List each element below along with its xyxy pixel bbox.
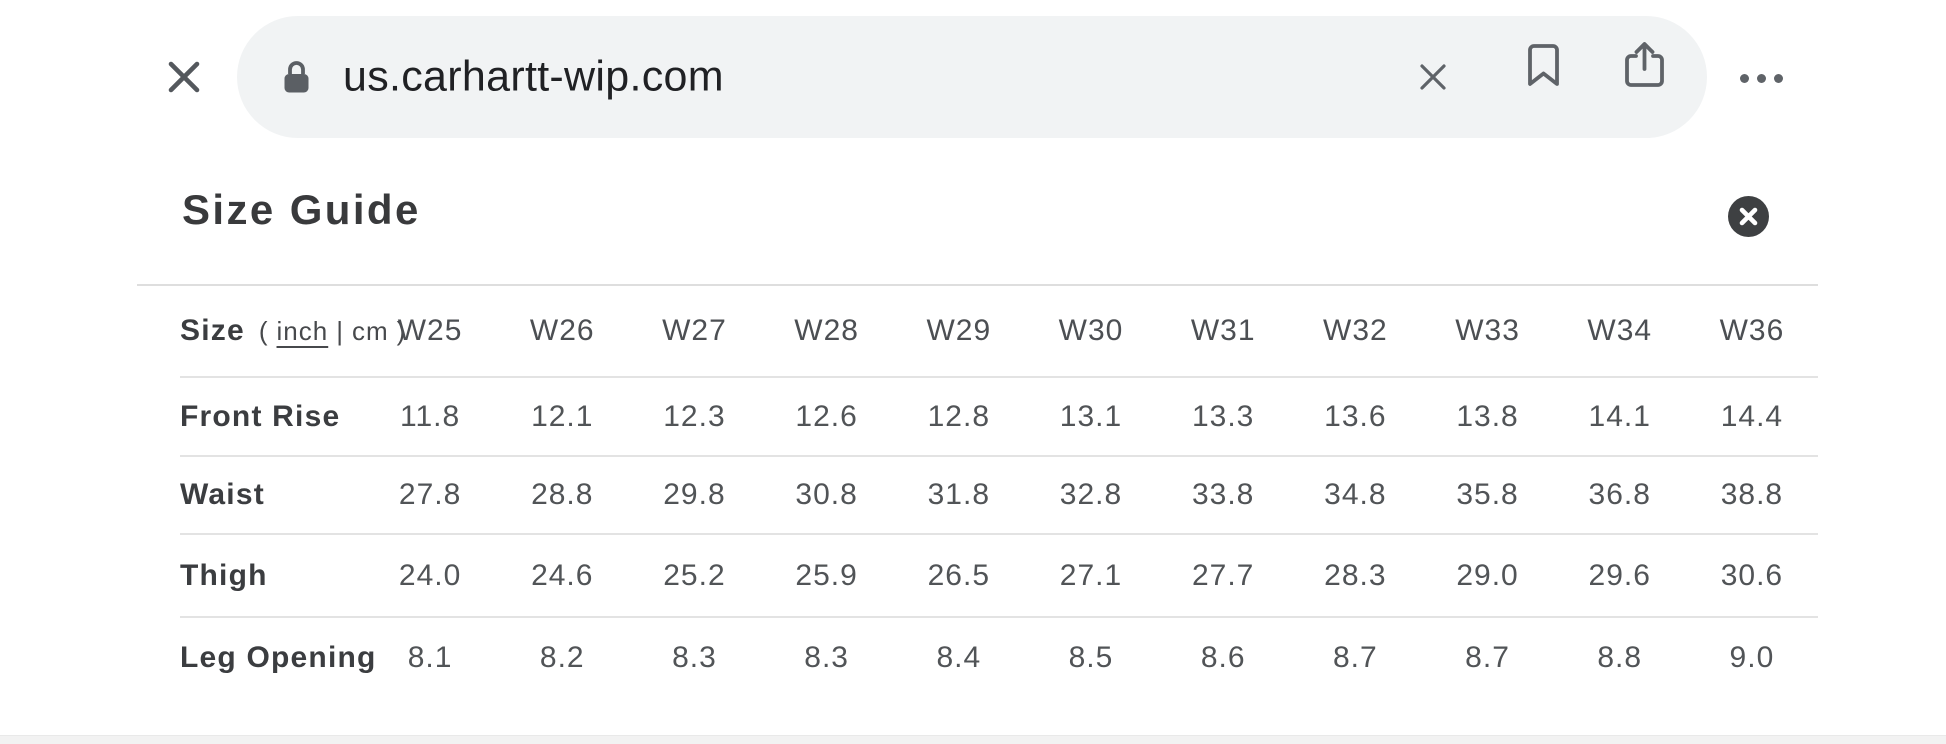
table-cell: 25.9 <box>795 558 858 592</box>
unit-toggle: (inch | cm) <box>255 316 410 347</box>
table-cell: 30.8 <box>795 478 858 511</box>
table-header-row: Size (inch | cm) W25 W26 W27 W28 W29 W30 W… <box>180 286 1818 378</box>
close-browser-button[interactable] <box>162 56 206 100</box>
column-header: W31 <box>1190 314 1256 347</box>
unit-cm-toggle[interactable]: cm <box>351 316 389 346</box>
table-cell: 31.8 <box>927 478 990 511</box>
table-cell: 29.8 <box>663 478 726 511</box>
table-cell: 12.8 <box>927 399 990 433</box>
lock-icon <box>283 60 310 94</box>
table-cell: 36.8 <box>1588 478 1651 511</box>
column-header: W33 <box>1455 314 1520 347</box>
size-label: Size <box>180 314 245 347</box>
table-cell: 9.0 <box>1729 641 1775 674</box>
share-icon <box>1623 41 1666 91</box>
column-header: W28 <box>794 314 859 347</box>
table-cell: 27.7 <box>1191 558 1255 592</box>
column-header: W36 <box>1719 314 1785 347</box>
table-cell: 8.7 <box>1333 641 1378 674</box>
paren-close: ) <box>396 316 407 346</box>
share-button[interactable] <box>1621 40 1667 92</box>
table-cell: 24.6 <box>531 558 594 592</box>
table-cell: 35.8 <box>1456 478 1519 511</box>
table-row: Waist 27.8 28.8 29.8 30.8 31.8 32.8 33.8… <box>180 457 1818 535</box>
menu-button[interactable] <box>1736 60 1786 96</box>
table-cell: 24.0 <box>398 558 462 592</box>
more-dots-icon <box>1739 73 1783 83</box>
clear-url-button[interactable] <box>1415 60 1451 96</box>
table-row: Leg Opening 8.1 8.2 8.3 8.3 8.4 8.5 8.6 … <box>180 618 1818 698</box>
unit-inch-toggle[interactable]: inch <box>276 316 329 346</box>
table-cell: 29.0 <box>1456 558 1519 592</box>
table-cell: 8.6 <box>1200 641 1246 674</box>
table-cell: 13.6 <box>1324 399 1387 433</box>
table-cell: 8.1 <box>407 641 453 674</box>
table-cell: 14.1 <box>1588 399 1651 433</box>
row-label: Leg Opening <box>180 641 377 674</box>
table-cell: 8.3 <box>804 641 849 674</box>
table-cell: 30.6 <box>1720 558 1784 592</box>
table-cell: 25.2 <box>663 558 726 592</box>
table-cell: 26.5 <box>927 558 990 592</box>
column-header: W29 <box>926 314 992 347</box>
size-header-cell: Size (inch | cm) <box>180 314 405 348</box>
table-cell: 11.8 <box>400 399 461 433</box>
column-header: W25 <box>397 314 463 347</box>
table-cell: 12.6 <box>795 399 858 433</box>
table-row: Front Rise 11.8 12.1 12.3 12.6 12.8 13.1… <box>180 378 1818 457</box>
table-cell: 34.8 <box>1324 478 1387 511</box>
url-bar[interactable]: us.carhartt-wip.com <box>237 16 1707 138</box>
table-cell: 13.1 <box>1059 399 1123 433</box>
column-header: W32 <box>1323 314 1388 347</box>
column-header: W34 <box>1587 314 1653 347</box>
table-cell: 8.3 <box>672 641 717 674</box>
unit-separator: | <box>336 316 344 346</box>
table-cell: 12.1 <box>531 399 594 433</box>
table-cell: 27.8 <box>398 478 462 511</box>
table-cell: 8.2 <box>539 641 585 674</box>
close-icon <box>165 58 203 99</box>
table-cell: 29.6 <box>1588 558 1651 592</box>
row-label: Thigh <box>180 558 268 592</box>
table-cell: 13.8 <box>1456 399 1519 433</box>
browser-topbar: us.carhartt-wip.com <box>0 0 1946 150</box>
table-cell: 28.8 <box>531 478 594 511</box>
close-modal-button[interactable] <box>1728 196 1769 237</box>
row-label: Front Rise <box>180 399 341 433</box>
size-guide-table: Size (inch | cm) W25 W26 W27 W28 W29 W30 W… <box>180 286 1818 698</box>
table-row: Thigh 24.0 24.6 25.2 25.9 26.5 27.1 27.7… <box>180 535 1818 618</box>
table-cell: 8.7 <box>1465 641 1510 674</box>
table-cell: 38.8 <box>1720 478 1784 511</box>
bookmark-icon <box>1525 43 1562 91</box>
table-cell: 12.3 <box>663 399 726 433</box>
table-cell: 28.3 <box>1324 558 1387 592</box>
table-cell: 8.4 <box>936 641 982 674</box>
url-text: us.carhartt-wip.com <box>343 52 724 101</box>
page-title: Size Guide <box>182 186 421 233</box>
bookmark-button[interactable] <box>1521 42 1565 92</box>
column-header: W30 <box>1058 314 1124 347</box>
table-cell: 8.5 <box>1068 641 1114 674</box>
clear-icon <box>1418 62 1448 95</box>
column-header: W27 <box>662 314 727 347</box>
row-label: Waist <box>180 478 265 511</box>
table-cell: 13.3 <box>1191 399 1255 433</box>
table-cell: 8.8 <box>1597 641 1643 674</box>
table-cell: 14.4 <box>1720 399 1784 433</box>
paren-open: ( <box>258 316 269 346</box>
table-cell: 27.1 <box>1059 558 1123 592</box>
table-cell: 32.8 <box>1059 478 1123 511</box>
table-cell: 33.8 <box>1191 478 1255 511</box>
column-header: W26 <box>529 314 595 347</box>
sheet-bottom-edge <box>0 735 1946 744</box>
divider <box>137 284 1818 286</box>
close-icon <box>1728 196 1769 237</box>
